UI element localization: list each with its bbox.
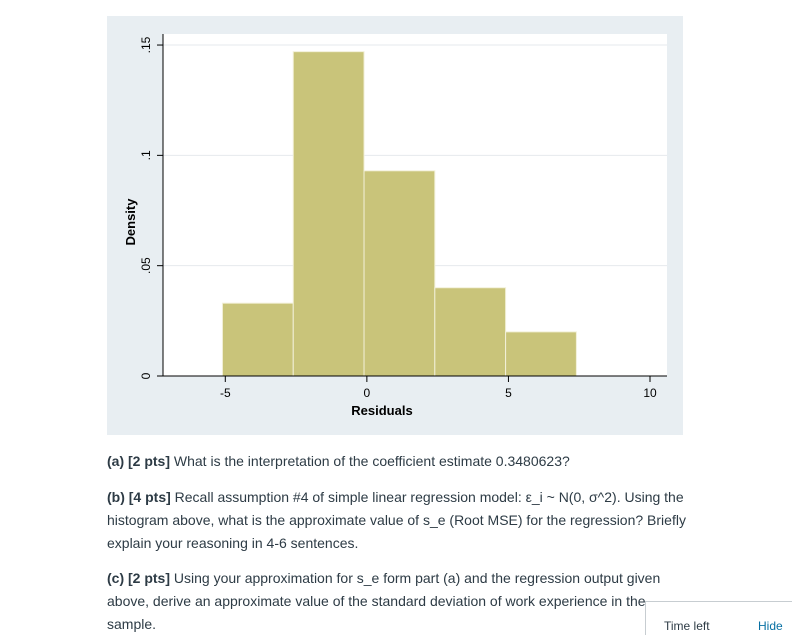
question-c: (c) [2 pts] Using your approximation for… <box>107 567 687 636</box>
axes <box>162 34 667 377</box>
time-left-label: Time left <box>664 619 710 633</box>
x-tick-label: 0 <box>364 386 371 400</box>
y-tick-label: .1 <box>139 150 153 160</box>
y-tick-label: 0 <box>139 372 153 379</box>
question-b-text: Recall assumption #4 of simple linear re… <box>107 489 686 551</box>
x-axis-title: Residuals <box>351 403 412 418</box>
histogram-bar <box>292 51 365 377</box>
y-tick-label: .15 <box>139 36 153 53</box>
question-b: (b) [4 pts] Recall assumption #4 of simp… <box>107 486 687 555</box>
histogram-bar <box>363 170 436 377</box>
histogram-bar <box>221 302 294 377</box>
histogram-svg: -5 0 5 10 0 .05 .1 .15 Residuals Density <box>123 34 667 418</box>
x-tick-label: -5 <box>220 386 231 400</box>
timer-bar: Time left Hide <box>645 601 792 635</box>
question-b-label: (b) [4 pts] <box>107 489 171 505</box>
histogram-bar <box>505 331 577 377</box>
y-tick-label: .05 <box>139 257 153 274</box>
hide-timer-link[interactable]: Hide <box>758 619 783 633</box>
x-tick-label: 10 <box>643 386 657 400</box>
question-c-text: Using your approximation for s_e form pa… <box>107 570 661 632</box>
question-a: (a) [2 pts] What is the interpretation o… <box>107 450 687 473</box>
x-tick-label: 5 <box>505 386 512 400</box>
histogram-bar <box>434 287 507 377</box>
question-c-label: (c) [2 pts] <box>107 570 170 586</box>
question-a-text: What is the interpretation of the coeffi… <box>170 453 570 469</box>
question-a-label: (a) [2 pts] <box>107 453 170 469</box>
ticks: -5 0 5 10 0 .05 .1 .15 <box>139 36 657 400</box>
bars <box>221 51 577 377</box>
y-axis-title: Density <box>123 198 138 246</box>
histogram-chart: -5 0 5 10 0 .05 .1 .15 Residuals Density <box>107 16 683 435</box>
